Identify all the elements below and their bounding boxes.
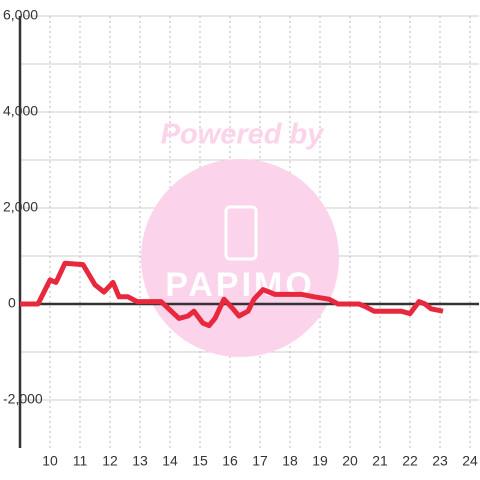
x-tick-label: 17	[252, 453, 268, 469]
watermark: Powered by PAPIMO	[141, 119, 339, 357]
x-tick-label: 23	[432, 453, 448, 469]
x-tick-label: 12	[102, 453, 118, 469]
x-tick-label: 11	[73, 453, 88, 469]
y-tick-label: -2,000	[3, 391, 43, 407]
x-tick-label: 14	[162, 453, 178, 469]
watermark-phone	[224, 205, 258, 261]
data-line	[20, 260, 444, 329]
x-tick-label: 19	[312, 453, 328, 469]
y-tick-label: 0	[8, 295, 16, 311]
x-tick-label: 24	[462, 453, 478, 469]
watermark-text: Powered by	[161, 119, 326, 151]
x-tick-label: 18	[282, 453, 298, 469]
y-tick-label: 6,000	[3, 7, 38, 23]
x-tick-label: 13	[132, 453, 148, 469]
x-tick-label: 20	[342, 453, 358, 469]
x-tick-label: 22	[402, 453, 418, 469]
x-tick-label: 15	[192, 453, 208, 469]
watermark-brand: PAPIMO	[165, 266, 315, 304]
x-tick-label: 16	[222, 453, 238, 469]
x-tick-label: 21	[372, 453, 388, 469]
x-tick-label: 10	[42, 453, 58, 469]
